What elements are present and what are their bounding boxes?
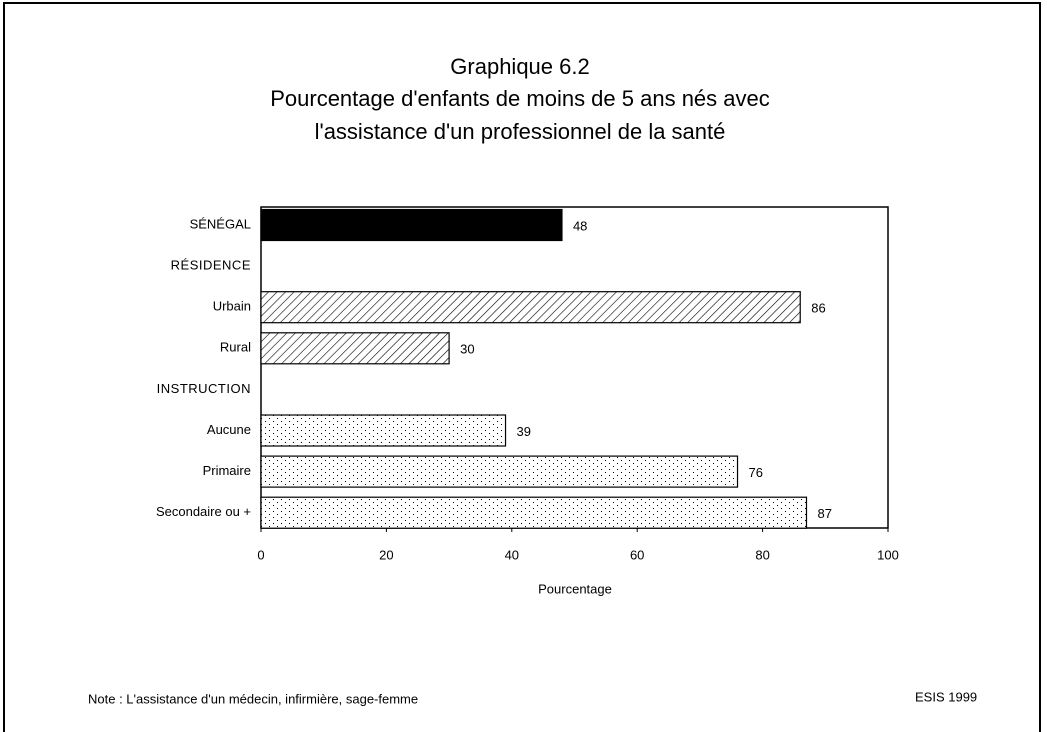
- bar: [260, 414, 507, 447]
- data-label: 48: [573, 218, 587, 233]
- y-tick-label: Urbain: [213, 299, 251, 314]
- chart-title: Graphique 6.2: [450, 54, 589, 79]
- y-tick-label: Rural: [220, 340, 251, 355]
- data-label: 87: [817, 506, 831, 521]
- bar: [260, 208, 563, 242]
- x-axis-label: Pourcentage: [538, 581, 612, 596]
- x-tick-label: 100: [877, 547, 899, 562]
- y-tick-label: INSTRUCTION: [157, 381, 251, 396]
- data-label: 30: [460, 342, 474, 357]
- bar: [260, 332, 450, 365]
- data-label: 86: [811, 301, 825, 316]
- y-tick-label: SÉNÉGAL: [190, 216, 251, 231]
- x-tick-label: 0: [257, 547, 264, 562]
- x-tick-label: 40: [505, 547, 519, 562]
- data-label: 76: [749, 465, 763, 480]
- note: Note : L'assistance d'un médecin, infirm…: [88, 691, 418, 706]
- bar: [260, 291, 801, 324]
- source: ESIS 1999: [915, 689, 977, 704]
- y-tick-label: Aucune: [207, 422, 251, 437]
- y-tick-label: Secondaire ou +: [156, 504, 251, 519]
- x-tick-label: 80: [755, 547, 769, 562]
- chart-title: l'assistance d'un professionnel de la sa…: [315, 119, 726, 144]
- frame: [3, 2, 1041, 732]
- chart-title: Pourcentage d'enfants de moins de 5 ans …: [270, 86, 770, 111]
- bar: [260, 496, 808, 529]
- x-tick-label: 60: [630, 547, 644, 562]
- bar: [260, 455, 739, 488]
- y-tick-label: RÉSIDENCE: [171, 258, 251, 273]
- data-label: 39: [517, 424, 531, 439]
- x-tick-label: 20: [379, 547, 393, 562]
- y-tick-label: Primaire: [203, 463, 251, 478]
